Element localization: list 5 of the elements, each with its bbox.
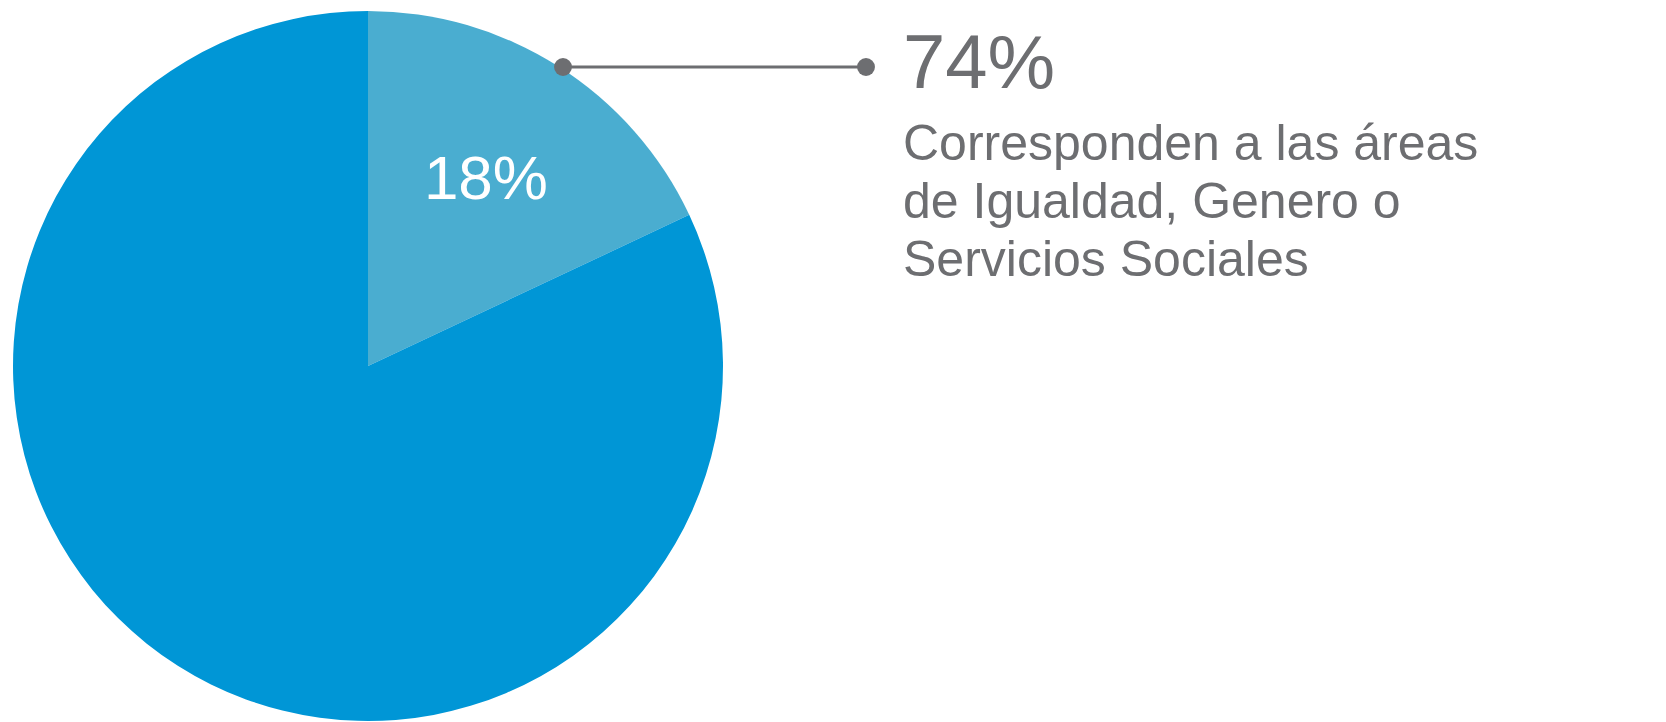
pie-slice [13,11,723,721]
text: 74% [903,19,1056,104]
pie-slice [368,11,690,366]
text: Corresponden a las áreas de Igualdad, Genero o Servicios Sociales [903,115,1479,287]
data-label: 18% [423,143,548,213]
